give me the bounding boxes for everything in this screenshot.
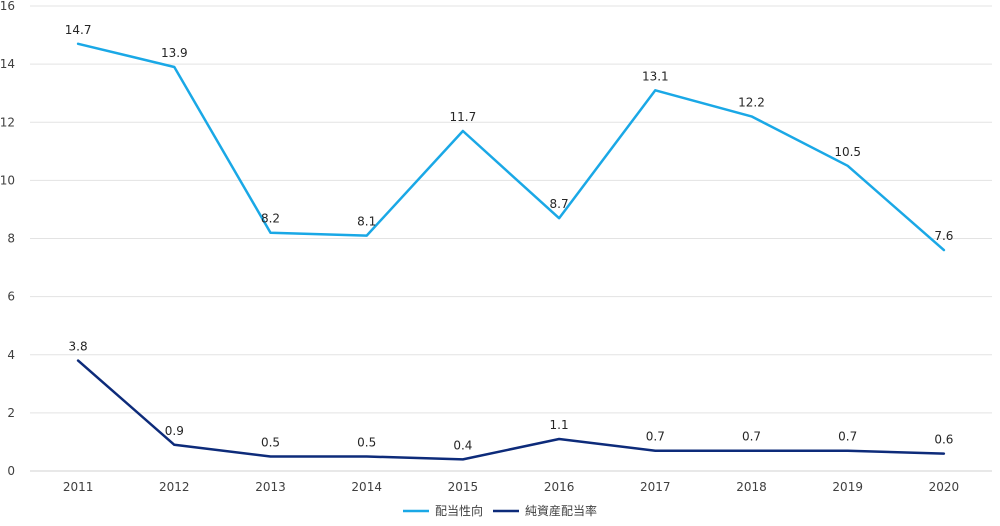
y-tick-label: 4 xyxy=(7,348,15,362)
data-label: 8.1 xyxy=(357,215,376,229)
y-tick-label: 0 xyxy=(7,464,15,478)
data-label: 8.7 xyxy=(550,197,569,211)
data-label: 0.4 xyxy=(453,438,472,452)
x-tick-label: 2020 xyxy=(929,480,960,494)
x-tick-label: 2016 xyxy=(544,480,575,494)
data-labels: 14.7 13.9 8.2 8.1 11.7 8.7 13.1 12.2 10.5 7.6 3.8 0… xyxy=(65,23,954,453)
legend-item-2: 純資産配当率 xyxy=(493,503,597,518)
series-line-2 xyxy=(76,359,946,461)
data-label: 0.5 xyxy=(357,435,376,449)
x-tick-label: 2015 xyxy=(448,480,479,494)
legend-label: 配当性向 xyxy=(435,503,483,518)
y-tick-label: 6 xyxy=(7,290,15,304)
y-tick-label: 8 xyxy=(7,232,15,246)
x-tick-label: 2014 xyxy=(351,480,382,494)
data-label: 11.7 xyxy=(450,110,477,124)
y-tick-label: 10 xyxy=(0,173,15,187)
y-tick-label: 16 xyxy=(0,0,15,13)
y-tick-label: 14 xyxy=(0,57,15,71)
data-label: 12.2 xyxy=(738,95,765,109)
data-label: 13.1 xyxy=(642,69,669,83)
series-lines xyxy=(76,42,946,461)
data-label: 0.7 xyxy=(646,430,665,444)
y-tick-label: 2 xyxy=(7,406,15,420)
x-axis-ticks: 2011 2012 2013 2014 2015 2016 2017 2018 2019 2020 xyxy=(63,480,959,494)
x-tick-label: 2012 xyxy=(159,480,190,494)
data-label: 13.9 xyxy=(161,46,188,60)
data-label: 14.7 xyxy=(65,23,92,37)
data-label: 0.9 xyxy=(165,424,184,438)
data-label: 0.6 xyxy=(934,433,953,447)
x-tick-label: 2011 xyxy=(63,480,94,494)
data-label: 3.8 xyxy=(69,340,88,354)
legend-item-1: 配当性向 xyxy=(403,503,483,518)
x-tick-label: 2018 xyxy=(736,480,767,494)
data-label: 1.1 xyxy=(550,418,569,432)
x-tick-label: 2017 xyxy=(640,480,671,494)
data-label: 0.5 xyxy=(261,435,280,449)
data-label: 8.2 xyxy=(261,212,280,226)
data-label: 0.7 xyxy=(838,430,857,444)
x-tick-label: 2019 xyxy=(832,480,863,494)
legend-label: 純資産配当率 xyxy=(525,503,597,518)
data-label: 10.5 xyxy=(834,145,861,159)
data-label: 0.7 xyxy=(742,430,761,444)
series-line-1 xyxy=(76,42,946,252)
legend: 配当性向 純資産配当率 xyxy=(403,503,597,518)
data-label: 7.6 xyxy=(934,229,953,243)
y-axis-ticks: 0 2 4 6 8 10 12 14 16 xyxy=(0,0,15,478)
y-tick-label: 12 xyxy=(0,115,15,129)
x-tick-label: 2013 xyxy=(255,480,286,494)
gridlines xyxy=(30,5,992,472)
